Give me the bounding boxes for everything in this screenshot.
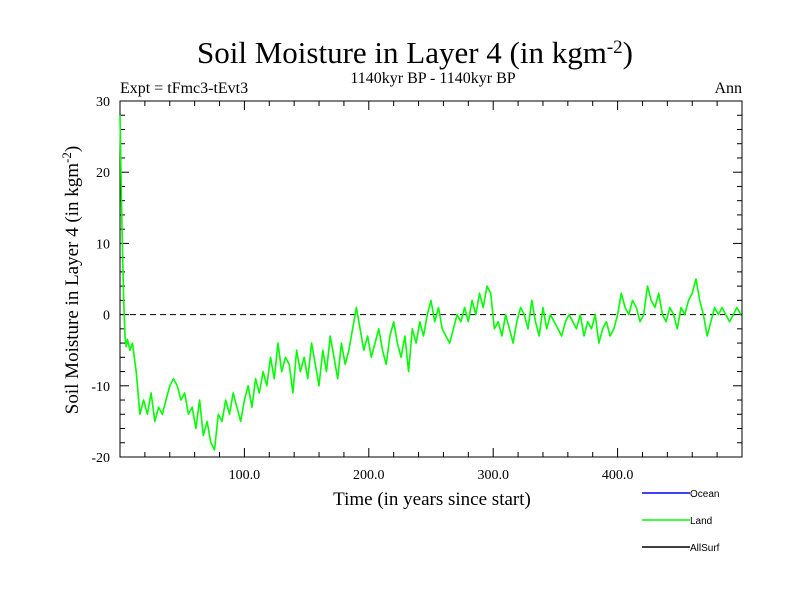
subtitle-center: 1140kyr BP - 1140kyr BP xyxy=(350,70,515,87)
y-tick-label: 20 xyxy=(96,166,110,181)
plot-area: 100.0 200.0 300.0 400.0 -20 -10 0 10 20 30 xyxy=(91,95,743,483)
chart-title: Soil Moisture in Layer 4 (in kgm-2) xyxy=(197,35,633,70)
y-axis-label: Soil Moisture in Layer 4 (in kgm-2) xyxy=(59,146,84,414)
y-tick-label: -10 xyxy=(91,380,110,395)
legend-label-allsurf: AllSurf xyxy=(690,543,720,554)
y-tick-label: 10 xyxy=(96,237,110,252)
plot-frame xyxy=(119,100,743,458)
x-tick-label: 300.0 xyxy=(477,468,509,483)
y-tick-label: 30 xyxy=(96,95,110,110)
subtitle-left: Expt = tFmc3-tEvt3 xyxy=(120,80,248,97)
x-axis-label: Time (in years since start) xyxy=(333,489,531,510)
y-tick-label: 0 xyxy=(103,309,110,324)
x-tick-label: 200.0 xyxy=(353,468,385,483)
legend-label-ocean: Ocean xyxy=(690,489,719,500)
legend: Ocean Land AllSurf xyxy=(642,489,720,554)
x-tick-label: 100.0 xyxy=(229,468,261,483)
legend-label-land: Land xyxy=(690,516,712,527)
x-tick-label: 400.0 xyxy=(602,468,634,483)
subtitle-right: Ann xyxy=(714,80,742,97)
y-tick-label: -20 xyxy=(91,451,110,466)
series-line-land xyxy=(119,115,742,451)
